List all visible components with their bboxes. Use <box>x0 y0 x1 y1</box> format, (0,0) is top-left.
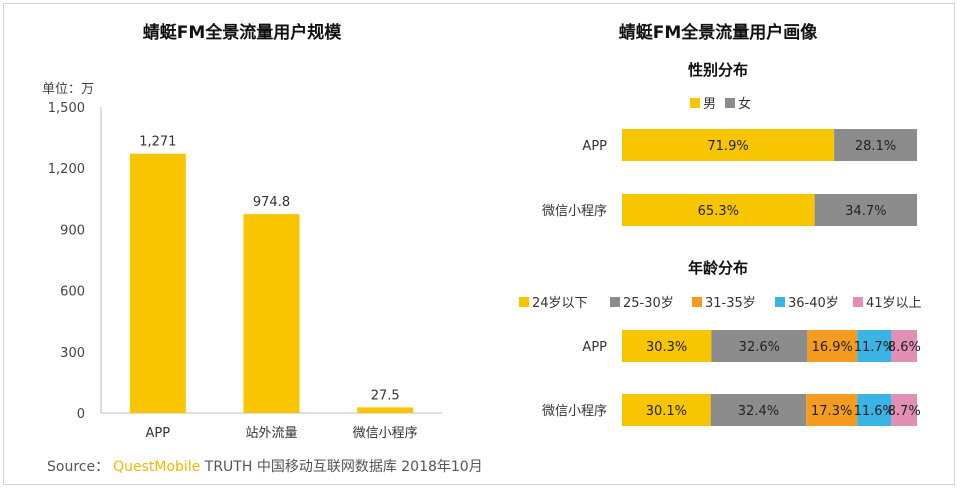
age-subtitle: 年龄分布 <box>688 259 748 277</box>
stacked-segment-0-1 <box>834 129 917 161</box>
x-category-label: 微信小程序 <box>353 426 418 441</box>
y-tick-label: 900 <box>60 223 85 238</box>
segment-value-label: 71.9% <box>707 139 748 154</box>
segment-value-label: 30.3% <box>646 340 687 355</box>
row-category-label: 微信小程序 <box>542 404 607 419</box>
bar-chart-title: 蜻蜓FM全景流量用户规模 <box>143 22 343 43</box>
row-category-label: 微信小程序 <box>542 204 607 219</box>
legend-swatch-2 <box>692 297 702 307</box>
y-tick-label: 0 <box>77 407 85 422</box>
segment-value-label: 11.7% <box>854 340 895 355</box>
gender-subtitle: 性别分布 <box>688 61 748 79</box>
y-tick-label: 600 <box>60 285 85 300</box>
legend-label: 25-30岁 <box>623 296 674 311</box>
source-note: Source： QuestMobile TRUTH 中国移动互联网数据库 2018… <box>47 456 483 476</box>
row-category-label: APP <box>582 139 607 154</box>
x-category-label: 站外流量 <box>245 426 297 441</box>
bar-value-label: 974.8 <box>253 195 290 210</box>
legend-label: 31-35岁 <box>705 296 756 311</box>
legend-label: 41岁以上 <box>866 296 922 311</box>
legend-swatch-0 <box>519 297 529 307</box>
stacked-segment-0-3 <box>857 330 892 362</box>
legend-label: 24岁以下 <box>532 296 588 311</box>
segment-value-label: 34.7% <box>845 204 886 219</box>
segment-value-label: 8.7% <box>888 404 921 419</box>
legend-label: 36-40岁 <box>788 296 839 311</box>
segment-value-label: 30.1% <box>646 404 687 419</box>
legend-label: 男 <box>703 97 716 112</box>
x-category-label: APP <box>146 426 171 441</box>
stacked-segment-1-0 <box>622 394 711 426</box>
stacked-segment-0-2 <box>807 330 858 362</box>
segment-value-label: 11.6% <box>854 404 895 419</box>
legend-swatch-0 <box>690 98 700 108</box>
chart-frame <box>3 3 955 485</box>
segment-value-label: 65.3% <box>698 204 739 219</box>
segment-value-label: 32.4% <box>738 404 779 419</box>
y-tick-label: 300 <box>60 346 85 361</box>
segment-value-label: 32.6% <box>739 340 780 355</box>
stacked-segment-0-0 <box>622 129 835 161</box>
stacked-segment-1-2 <box>806 394 858 426</box>
stacked-segment-1-4 <box>891 394 917 426</box>
portrait-chart-title: 蜻蜓FM全景流量用户画像 <box>619 22 819 43</box>
segment-value-label: 17.3% <box>811 404 852 419</box>
row-category-label: APP <box>582 340 607 355</box>
bar-value-label: 1,271 <box>139 135 176 150</box>
stacked-segment-0-0 <box>622 330 712 362</box>
y-tick-label: 1,500 <box>48 101 85 116</box>
segment-value-label: 8.6% <box>888 340 921 355</box>
segment-value-label: 28.1% <box>855 139 896 154</box>
bar-0 <box>129 153 186 413</box>
legend-swatch-4 <box>853 297 863 307</box>
stacked-segment-0-4 <box>891 330 917 362</box>
legend-swatch-3 <box>775 297 785 307</box>
bar-2 <box>357 407 414 413</box>
stacked-segment-1-1 <box>814 194 917 226</box>
source-text: TRUTH 中国移动互联网数据库 2018年10月 <box>204 459 483 475</box>
legend-swatch-1 <box>610 297 620 307</box>
stacked-segment-1-1 <box>710 394 807 426</box>
legend-swatch-1 <box>725 98 735 108</box>
bar-value-label: 27.5 <box>371 388 400 403</box>
source-brand: QuestMobile <box>113 459 201 475</box>
stacked-segment-1-0 <box>622 194 815 226</box>
source-prefix: Source： <box>47 459 110 475</box>
stacked-segment-1-3 <box>857 394 892 426</box>
legend-label: 女 <box>738 96 751 112</box>
y-tick-label: 1,200 <box>48 162 85 177</box>
segment-value-label: 16.9% <box>812 340 853 355</box>
y-axis-unit-label: 单位：万 <box>42 82 94 97</box>
stacked-segment-0-1 <box>711 330 808 362</box>
bar-1 <box>243 214 300 413</box>
